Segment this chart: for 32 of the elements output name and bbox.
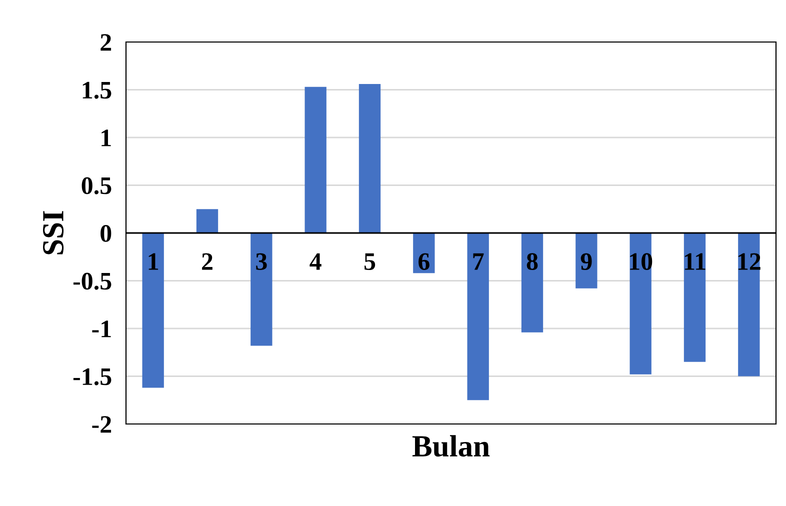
x-tick-label: 2	[202, 253, 212, 270]
x-tick-label: 7	[473, 253, 484, 270]
x-tick-label: 1	[148, 253, 158, 270]
y-tick-label: 0.5	[82, 177, 112, 194]
bar	[358, 84, 381, 233]
y-tick-label: -0.5	[73, 272, 112, 290]
x-tick-label: 3	[256, 253, 267, 270]
bar	[684, 233, 706, 362]
bar	[738, 233, 760, 376]
bar	[630, 233, 652, 374]
bar	[304, 86, 326, 233]
bar	[521, 233, 544, 332]
y-tick-label: 0	[100, 225, 112, 242]
x-tick-label: 4	[310, 253, 322, 270]
x-tick-label: 8	[526, 253, 538, 270]
bar	[467, 233, 489, 400]
x-tick-label: 6	[418, 253, 430, 270]
bar	[196, 209, 218, 233]
x-tick-label: 11	[684, 253, 706, 270]
y-tick-label: 2	[100, 34, 112, 51]
bar	[250, 233, 272, 346]
y-tick-label: -2	[92, 416, 112, 433]
y-axis-title: SSI	[43, 211, 64, 254]
y-tick-label: 1.5	[82, 82, 112, 99]
y-tick-label: 1	[102, 130, 111, 146]
x-tick-label: 9	[580, 253, 592, 270]
y-tick-label: -1	[92, 320, 111, 338]
y-tick-label: -1.5	[73, 368, 112, 386]
bar	[576, 233, 598, 288]
x-tick-label: 5	[364, 253, 376, 270]
x-axis-title: Bulan	[412, 435, 490, 457]
bar	[142, 233, 164, 388]
